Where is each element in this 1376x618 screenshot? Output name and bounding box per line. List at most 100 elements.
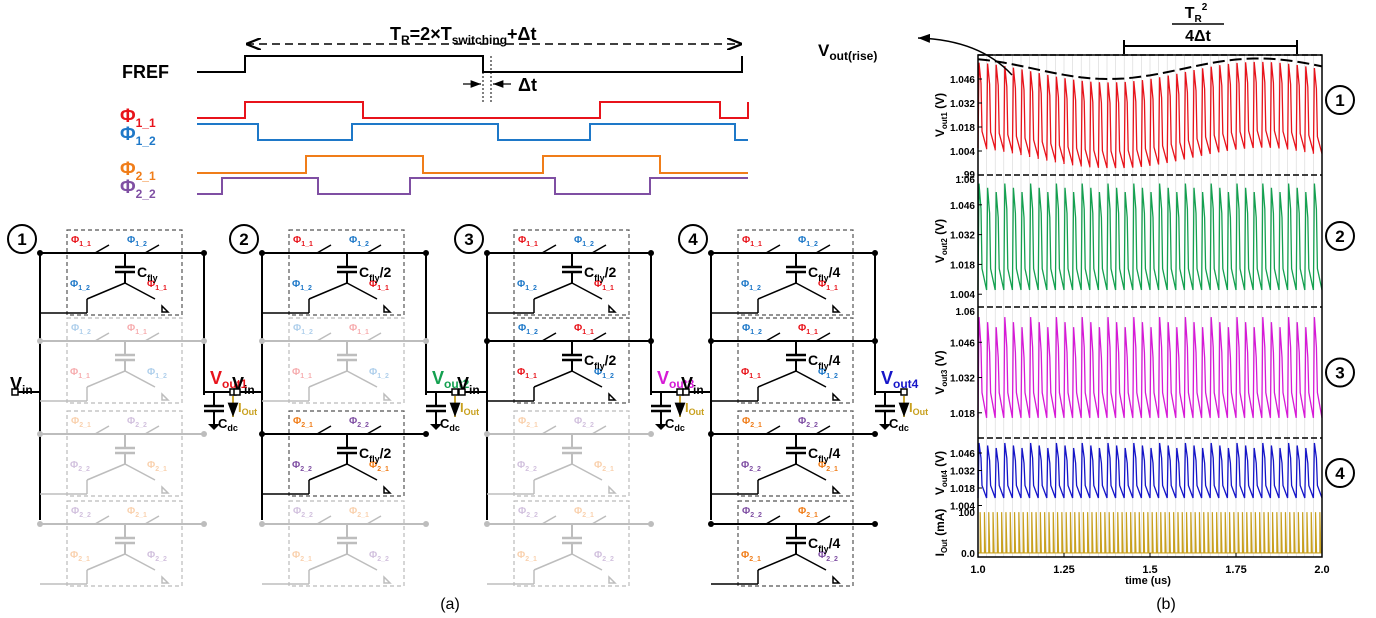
switch-label-br: Φ2_2 bbox=[818, 550, 838, 563]
phase-2-2-waveform bbox=[197, 177, 748, 195]
y-tick-label: 1.046 bbox=[950, 449, 975, 460]
switch-label-br: Φ1_1 bbox=[369, 279, 389, 292]
circuit-4-circle bbox=[678, 224, 708, 254]
switch bbox=[144, 332, 160, 342]
y-axis-label: Vout4 (V) bbox=[933, 451, 949, 495]
cell-boundary bbox=[737, 229, 854, 316]
switch-label-tr: Φ2_2 bbox=[798, 416, 818, 429]
branch bbox=[571, 370, 603, 388]
trace-3-circle bbox=[1325, 357, 1355, 388]
branch bbox=[571, 553, 603, 571]
phase-1-1-waveform bbox=[197, 101, 749, 119]
switch-label-tr: Φ1_2 bbox=[798, 235, 818, 248]
branch bbox=[346, 282, 378, 300]
switch-label-br: Φ1_1 bbox=[818, 279, 838, 292]
switch bbox=[366, 515, 382, 525]
cell-boundary bbox=[288, 410, 405, 497]
switch bbox=[94, 244, 110, 254]
ground-icon bbox=[608, 575, 617, 584]
switch-label-tl: Φ2_2 bbox=[518, 506, 538, 519]
x-axis-label: time (us) bbox=[1125, 575, 1171, 587]
vout-label: Vout2 bbox=[432, 368, 470, 391]
cell-boundary bbox=[737, 410, 854, 497]
node-dot bbox=[484, 338, 490, 344]
switch bbox=[366, 425, 382, 435]
switch-label-tl: Φ2_2 bbox=[293, 506, 313, 519]
cell-boundary bbox=[513, 317, 630, 404]
circuit-4-number: 4 bbox=[688, 230, 698, 249]
ground-icon bbox=[832, 575, 841, 584]
y-tick-label: 1.018 bbox=[950, 409, 975, 420]
switch bbox=[815, 425, 831, 435]
ground-icon bbox=[608, 392, 617, 401]
node-dot bbox=[708, 521, 714, 527]
switch-label-tl: Φ1_2 bbox=[742, 323, 762, 336]
node-dot bbox=[648, 250, 654, 256]
node-dot bbox=[872, 250, 878, 256]
cfly-label: Cfly/4 bbox=[808, 535, 841, 554]
y-axis-label: Vout1 (V) bbox=[933, 93, 949, 137]
y-tick-label: 1.06 bbox=[956, 307, 976, 318]
flying-cap-cell: Φ2_2 Φ2_1 Φ2_1 Φ2_2 bbox=[484, 500, 654, 587]
ground-icon bbox=[383, 575, 392, 584]
cfly-label: Cfly/4 bbox=[808, 264, 841, 283]
panel-a-label: (a) bbox=[440, 596, 460, 613]
x-tick-label: 1.25 bbox=[1053, 564, 1074, 576]
switch bbox=[94, 515, 110, 525]
ground-icon bbox=[608, 304, 617, 313]
vout-rise-envelope bbox=[977, 57, 1323, 80]
switch-label-bl: Φ1_2 bbox=[741, 279, 761, 292]
vin-terminal bbox=[11, 388, 19, 396]
switch-label-tr: Φ1_1 bbox=[574, 323, 594, 336]
y-tick-label: 1.032 bbox=[950, 231, 975, 242]
vout-label: Vout4 bbox=[881, 368, 919, 391]
branch bbox=[124, 370, 156, 388]
switch bbox=[144, 425, 160, 435]
switch-label-tr: Φ1_1 bbox=[349, 323, 369, 336]
switch bbox=[316, 332, 332, 342]
phase-2-1-waveform bbox=[197, 155, 748, 174]
cell-boundary bbox=[288, 317, 405, 404]
flying-cap-cell: Φ2_2 Φ2_1 Φ2_1 Φ2_2 bbox=[37, 500, 207, 587]
ground-icon bbox=[383, 304, 392, 313]
vout2-waveform bbox=[977, 183, 1323, 291]
circuit-3-circle bbox=[454, 224, 484, 254]
switch bbox=[366, 332, 382, 342]
switch-label-tr: Φ2_1 bbox=[798, 506, 818, 519]
switch-label-br: Φ1_2 bbox=[147, 367, 167, 380]
switch-label-br: Φ2_1 bbox=[147, 460, 167, 473]
trace-2-circle bbox=[1325, 221, 1355, 251]
fref-label: FREF bbox=[122, 62, 169, 82]
branch bbox=[571, 463, 603, 481]
switch-label-tl: Φ2_1 bbox=[742, 416, 762, 429]
cfly-label: Cfly/4 bbox=[808, 352, 841, 371]
switch-label-bl: Φ2_1 bbox=[292, 550, 312, 563]
node-dot bbox=[37, 250, 43, 256]
switch-label-tr: Φ1_2 bbox=[127, 235, 147, 248]
vout3-waveform bbox=[977, 317, 1323, 418]
phase-label-1-2: Φ1_2 bbox=[120, 124, 156, 148]
cdc-label: Cdc bbox=[665, 416, 685, 433]
switch-label-tr: Φ2_1 bbox=[127, 506, 147, 519]
ground-icon bbox=[608, 485, 617, 494]
vout-label: Vout3 bbox=[657, 368, 695, 391]
switch-label-tr: Φ1_2 bbox=[574, 235, 594, 248]
switch bbox=[144, 244, 160, 254]
switch-label-tl: Φ1_2 bbox=[518, 323, 538, 336]
switch bbox=[765, 515, 781, 525]
branch bbox=[533, 463, 573, 481]
switch-label-tl: Φ2_1 bbox=[71, 416, 91, 429]
cfly-label: Cfly/2 bbox=[359, 264, 392, 283]
branch bbox=[795, 370, 827, 388]
y-tick-label: 1.004 bbox=[950, 290, 975, 301]
switch-label-br: Φ2_2 bbox=[594, 550, 614, 563]
ground-icon bbox=[161, 575, 170, 584]
switch bbox=[94, 425, 110, 435]
switch-label-bl: Φ1_1 bbox=[517, 367, 537, 380]
x-tick-label: 1.75 bbox=[1225, 564, 1246, 576]
y-tick-label: .99 bbox=[961, 170, 975, 181]
